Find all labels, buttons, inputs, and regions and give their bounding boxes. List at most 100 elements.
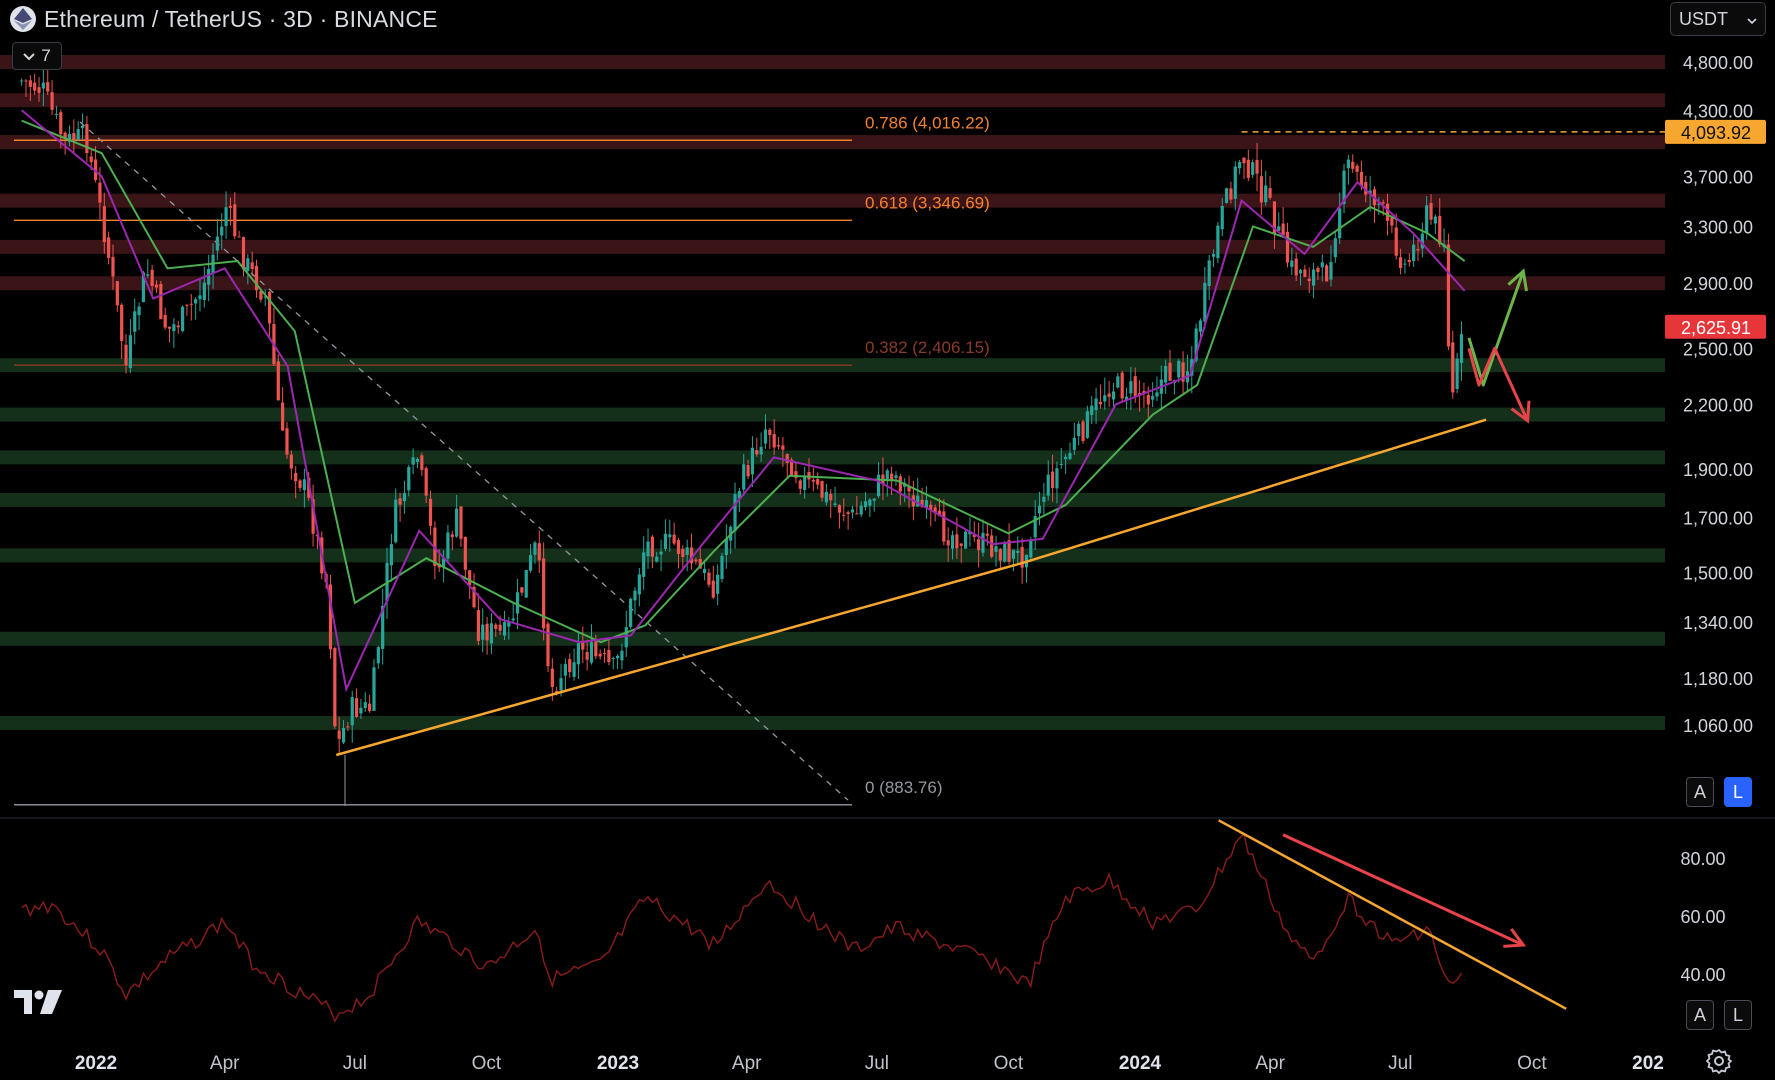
candle-body	[576, 643, 581, 665]
candle-body	[302, 479, 306, 491]
indicators-toggle-button[interactable]: 7	[12, 42, 62, 70]
candle-body	[772, 434, 776, 448]
candle-body	[707, 572, 711, 585]
resistance-zone	[0, 239, 1665, 254]
candle-body	[1120, 372, 1124, 399]
candle-body	[876, 474, 881, 497]
candle-body	[602, 653, 607, 655]
candle-body	[524, 570, 528, 598]
candle-body	[1455, 358, 1459, 389]
log-scale-button[interactable]: L	[1724, 777, 1752, 807]
candle-body	[1294, 258, 1298, 276]
candle-body	[672, 534, 676, 544]
candle-body	[1211, 253, 1216, 257]
candle-body	[20, 80, 24, 82]
auto-scale-button[interactable]: A	[1686, 777, 1714, 807]
candle-body	[746, 465, 750, 477]
time-axis-label: 2023	[597, 1053, 639, 1074]
rsi-axis-tick: 60.00	[1680, 907, 1725, 927]
settings-gear-icon[interactable]	[1706, 1048, 1732, 1074]
rsi-auto-scale-button[interactable]: A	[1686, 1000, 1714, 1030]
resistance-zone	[0, 135, 1665, 150]
candle-body	[733, 494, 737, 532]
symbol-title[interactable]: Ethereum / TetherUS · 3D · BINANCE	[44, 5, 438, 32]
candle-body	[998, 549, 1002, 561]
candle-body	[846, 512, 850, 514]
candle-body	[468, 570, 472, 585]
candle-body	[1072, 437, 1076, 450]
candle-body	[246, 258, 250, 271]
candle-body	[224, 207, 228, 227]
candle-body	[411, 457, 415, 465]
candle-body	[1116, 376, 1120, 388]
candle-body	[407, 467, 411, 491]
current-price-badge-bg	[1665, 314, 1766, 339]
candle-body	[950, 535, 955, 549]
candle-body	[1407, 259, 1411, 263]
fib-level-label: 0.786 (4,016.22)	[865, 113, 990, 132]
tradingview-logo[interactable]	[14, 990, 64, 1019]
candle-body	[1164, 366, 1168, 383]
candle-body	[1081, 421, 1085, 442]
candle-body	[394, 499, 398, 543]
candle-body	[172, 324, 176, 332]
candle-body	[1077, 423, 1081, 437]
resistance-zone	[0, 193, 1665, 208]
candle-body	[755, 450, 759, 455]
candle-body	[572, 662, 576, 677]
candle-body	[1224, 188, 1229, 203]
candle-body	[946, 540, 950, 546]
candle-body	[1398, 257, 1403, 268]
candle-body	[542, 558, 546, 629]
candle-body	[163, 315, 167, 328]
candle-body	[598, 653, 602, 657]
candle-body	[837, 505, 842, 513]
candle-body	[115, 281, 119, 306]
candle-body	[898, 476, 902, 492]
candle-body	[1055, 468, 1059, 489]
candle-body	[768, 429, 772, 436]
candle-body	[1242, 157, 1246, 164]
candle-body	[1216, 225, 1220, 259]
candle-body	[1037, 505, 1042, 514]
candle-body	[615, 655, 620, 659]
candle-body	[833, 503, 837, 506]
candle-body	[180, 306, 185, 332]
candle-body	[933, 507, 937, 513]
candle-body	[1098, 401, 1103, 405]
candle-body	[250, 262, 254, 270]
candle-body	[1390, 217, 1394, 226]
candle-body	[537, 543, 541, 561]
candle-body	[1412, 244, 1416, 261]
candle-body	[267, 291, 272, 324]
candle-body	[803, 476, 807, 490]
rsi-axis-tick: 80.00	[1680, 849, 1725, 869]
candle-body	[985, 533, 989, 536]
candle-body	[1333, 238, 1337, 258]
candle-body	[254, 265, 259, 291]
candle-body	[111, 256, 115, 277]
candle-body	[1007, 540, 1011, 562]
candle-body	[916, 495, 920, 507]
candle-body	[533, 542, 537, 555]
candle-body	[1251, 162, 1255, 175]
candle-body	[124, 344, 128, 366]
candle-body	[1342, 170, 1346, 205]
candle-body	[611, 658, 615, 660]
currency-select[interactable]: USDT	[1670, 2, 1766, 36]
candle-body	[194, 299, 198, 304]
ethereum-coin-icon	[10, 6, 36, 32]
candle-body	[1111, 391, 1116, 400]
candle-body	[829, 494, 833, 501]
candle-body	[907, 486, 911, 492]
candle-body	[633, 590, 637, 601]
candle-body	[368, 703, 372, 711]
candle-body	[176, 325, 180, 328]
candle-body	[1381, 202, 1385, 204]
rsi-log-scale-button[interactable]: L	[1724, 1000, 1752, 1030]
candle-body	[494, 624, 498, 629]
candle-body	[594, 641, 598, 657]
candle-body	[54, 113, 59, 115]
candle-body	[241, 237, 246, 270]
